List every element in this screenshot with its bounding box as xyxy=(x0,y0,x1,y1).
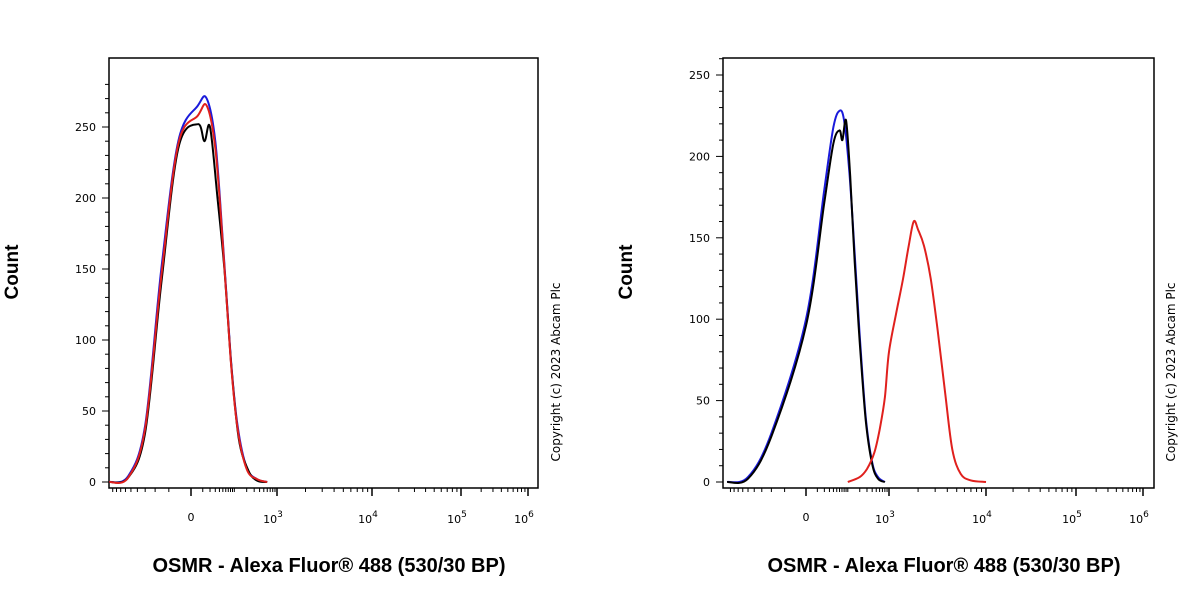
series-black-curve xyxy=(726,118,886,485)
series-red-curve xyxy=(847,219,987,483)
y-tick-label: 250 xyxy=(689,69,710,82)
right-panel: 0 50 100 150 200 250 0 103 104 105 106 Count OSMR… xyxy=(616,57,1178,577)
right-copyright-text: Copyright (c) 2023 Abcam Plc xyxy=(1164,282,1178,461)
y-tick-label: 150 xyxy=(75,263,96,276)
y-tick-label: 50 xyxy=(82,405,96,418)
series-blue-curve xyxy=(109,95,268,484)
series-blue-curve xyxy=(726,109,886,484)
y-tick-label: 200 xyxy=(689,150,710,163)
left-panel: 0 50 100 150 200 250 0 103 104 105 106 Count OSMR… xyxy=(2,57,563,577)
y-tick-label: 100 xyxy=(689,313,710,326)
right-curves xyxy=(726,109,987,485)
series-black-curve xyxy=(109,123,268,484)
x-tick-label: 103 xyxy=(263,510,283,526)
right-y-axis-label: Count xyxy=(616,244,637,300)
x-tick-label: 0 xyxy=(188,511,195,524)
x-tick-label: 105 xyxy=(447,510,467,526)
left-x-axis: 0 103 104 105 106 xyxy=(112,488,534,526)
y-tick-label: 250 xyxy=(75,121,96,134)
right-plot-frame xyxy=(722,57,1155,489)
x-tick-label: 105 xyxy=(1062,510,1082,526)
x-tick-label: 106 xyxy=(1129,510,1149,526)
y-tick-label: 0 xyxy=(703,476,710,489)
x-tick-label: 0 xyxy=(803,511,810,524)
left-plot-frame xyxy=(108,57,539,489)
x-tick-label: 104 xyxy=(358,510,378,526)
left-copyright-text: Copyright (c) 2023 Abcam Plc xyxy=(549,282,563,461)
y-tick-label: 50 xyxy=(696,395,710,408)
x-tick-label: 104 xyxy=(972,510,992,526)
y-tick-label: 150 xyxy=(689,232,710,245)
series-red-curve xyxy=(109,103,268,484)
x-tick-label: 106 xyxy=(514,510,534,526)
left-y-axis-label: Count xyxy=(2,244,23,300)
left-x-axis-label: OSMR - Alexa Fluor® 488 (530/30 BP) xyxy=(153,555,506,577)
right-x-axis-label: OSMR - Alexa Fluor® 488 (530/30 BP) xyxy=(768,555,1121,577)
right-y-axis: 0 50 100 150 200 250 xyxy=(689,58,723,489)
y-tick-label: 100 xyxy=(75,334,96,347)
x-tick-label: 103 xyxy=(875,510,895,526)
right-x-axis: 0 103 104 105 106 xyxy=(729,488,1149,526)
left-y-axis: 0 50 100 150 200 250 xyxy=(75,83,109,489)
left-curves xyxy=(109,95,268,484)
y-tick-label: 0 xyxy=(89,476,96,489)
y-tick-label: 200 xyxy=(75,192,96,205)
